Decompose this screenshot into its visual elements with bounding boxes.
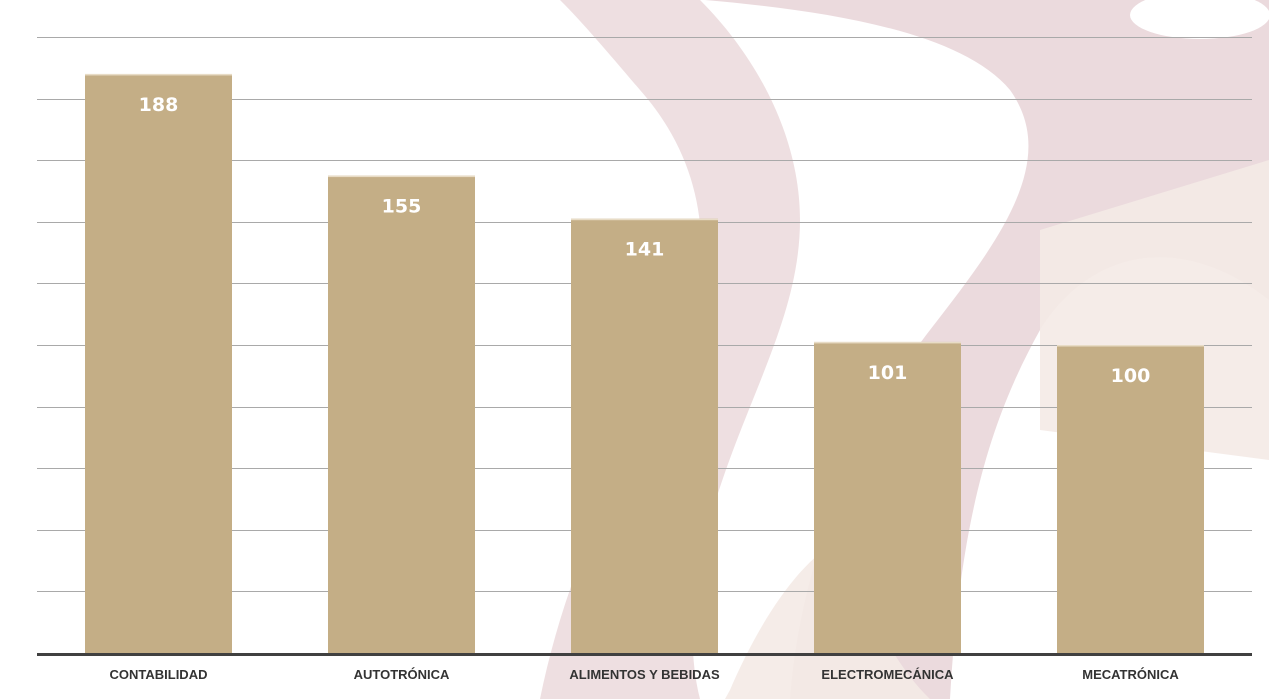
bar bbox=[328, 175, 475, 653]
bar bbox=[1057, 345, 1204, 653]
bars bbox=[85, 73, 1204, 653]
category-label: MECATRÓNICA bbox=[1082, 667, 1179, 682]
bar-top-edge bbox=[328, 175, 475, 178]
data-label: 188 bbox=[139, 94, 179, 116]
data-label: 141 bbox=[625, 239, 665, 261]
data-label: 101 bbox=[868, 362, 908, 384]
data-labels: 188 155 141 101 100 bbox=[139, 94, 1151, 387]
bar bbox=[85, 73, 232, 653]
bar bbox=[571, 218, 718, 653]
bar-top-edge bbox=[85, 73, 232, 76]
bar-top-edge bbox=[1057, 345, 1204, 347]
bar bbox=[814, 341, 961, 653]
category-label: ALIMENTOS Y BEBIDAS bbox=[569, 667, 720, 682]
category-label: AUTOTRÓNICA bbox=[354, 667, 450, 682]
data-label: 100 bbox=[1111, 365, 1151, 387]
category-label: ELECTROMECÁNICA bbox=[821, 667, 954, 682]
bar-top-edge bbox=[571, 218, 718, 221]
category-label: CONTABILIDAD bbox=[110, 667, 208, 682]
x-axis: CONTABILIDAD AUTOTRÓNICA ALIMENTOS Y BEBID… bbox=[37, 653, 1252, 682]
data-label: 155 bbox=[382, 196, 422, 218]
watermark-white-oval bbox=[1130, 0, 1269, 39]
bar-top-edge bbox=[814, 341, 961, 344]
